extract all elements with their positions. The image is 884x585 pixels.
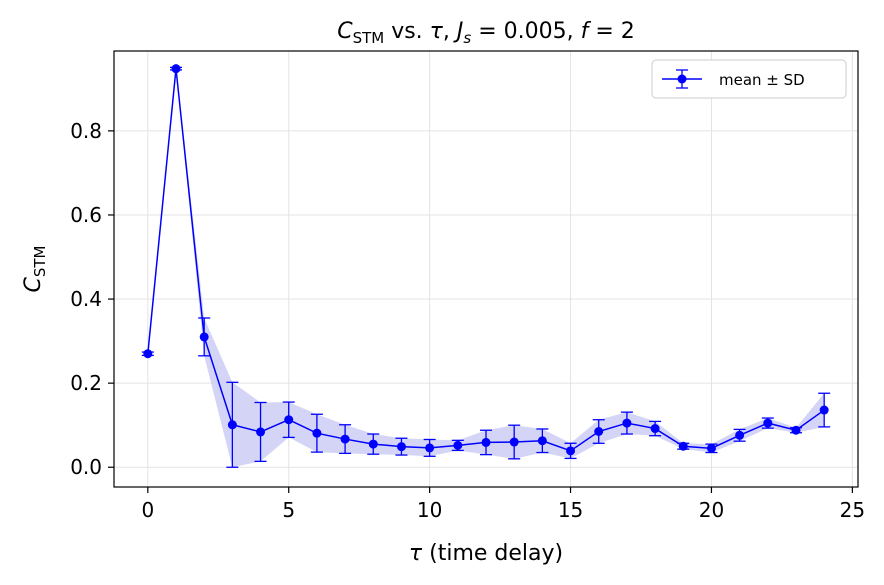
data-point: [340, 434, 350, 444]
title-f-value: = 2: [588, 19, 634, 44]
data-point: [735, 430, 745, 440]
x-tick-label: 20: [699, 498, 724, 522]
y-axis-symbol: C: [21, 277, 46, 293]
data-point: [171, 64, 181, 74]
y-tick-label: 0.0: [70, 455, 102, 479]
data-point: [678, 441, 688, 451]
axes: [113, 50, 859, 488]
chart-title: CSTM vs. τ, Js = 0.005, f = 2: [337, 19, 635, 47]
series-line: [147, 68, 825, 452]
data-point: [791, 425, 801, 435]
data-point: [453, 440, 463, 450]
legend-box: [651, 59, 847, 99]
y-tick-label: 0.6: [70, 203, 102, 227]
title-c-subscript: STM: [353, 29, 385, 47]
title-tau-symbol: τ: [430, 19, 444, 44]
title-f-symbol: f: [581, 19, 592, 44]
data-point: [537, 436, 547, 446]
x-tick-label: 10: [417, 498, 442, 522]
y-tick-label: 0.8: [70, 119, 102, 143]
data-point: [368, 439, 378, 449]
plot-frame: [113, 50, 859, 488]
data-point: [312, 428, 322, 438]
legend-label: mean ± SD: [719, 71, 805, 89]
title-c-symbol: C: [337, 19, 353, 44]
title-js-subscript: s: [463, 29, 471, 47]
x-axis-text: (time delay): [422, 541, 563, 566]
data-point: [199, 332, 209, 342]
title-js-value: = 0.005,: [471, 19, 580, 44]
sd-band: [147, 67, 825, 468]
data-point: [425, 443, 435, 453]
title-vs: vs.: [384, 19, 429, 44]
ticks: 0 5 10 15 20 25 0.0 0.2 0.4 0.6 0.8: [70, 119, 865, 522]
x-axis-label: τ (time delay): [409, 541, 563, 566]
legend: mean ± SD: [651, 59, 847, 99]
x-tick-label: 25: [840, 498, 865, 522]
x-tick-label: 5: [282, 498, 295, 522]
legend-marker: [677, 74, 687, 84]
y-axis-subscript: STM: [31, 245, 49, 277]
data-point: [481, 437, 491, 447]
data-point: [706, 443, 716, 453]
data-point: [227, 420, 237, 430]
data-point: [763, 418, 773, 428]
y-tick-label: 0.2: [70, 371, 102, 395]
data-point: [622, 418, 632, 428]
title-comma: ,: [443, 19, 457, 44]
data-point: [566, 446, 576, 456]
series: [141, 64, 831, 468]
x-tick-label: 15: [558, 498, 583, 522]
x-tick-label: 0: [141, 498, 154, 522]
data-point: [396, 442, 406, 452]
data-point: [650, 424, 660, 434]
data-point: [143, 349, 153, 359]
data-point: [284, 415, 294, 425]
y-axis-label: CSTM: [21, 245, 49, 292]
y-tick-label: 0.4: [70, 287, 102, 311]
data-point: [509, 437, 519, 447]
x-axis-symbol: τ: [409, 541, 423, 566]
data-point: [594, 427, 604, 437]
sd-band-area: [147, 67, 825, 468]
data-point: [819, 405, 829, 415]
title-js-symbol: J: [453, 19, 464, 44]
data-point: [256, 427, 266, 437]
